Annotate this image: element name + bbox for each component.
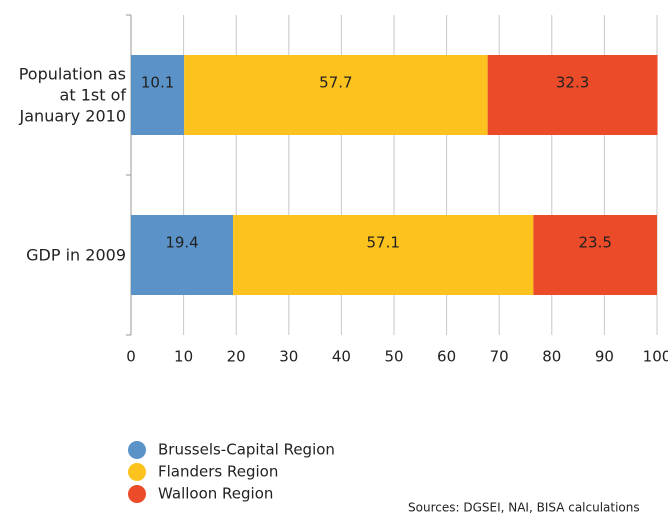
legend-label: Walloon Region [158, 485, 273, 503]
x-tick-label: 0 [126, 348, 136, 366]
category-label: GDP in 2009 [26, 245, 126, 265]
bar-segment [131, 55, 185, 135]
legend-swatch [128, 485, 146, 503]
data-label: 32.3 [556, 74, 589, 92]
legend-swatch [128, 463, 146, 481]
bar-segment [184, 55, 488, 135]
data-label: 23.5 [578, 234, 611, 252]
data-label: 10.1 [141, 74, 174, 92]
bar-segment [233, 215, 534, 295]
legend-swatch [128, 441, 146, 459]
x-tick-label: 50 [384, 348, 403, 366]
x-tick-label: 40 [332, 348, 351, 366]
x-tick-label: 100 [643, 348, 668, 366]
data-label: 57.1 [367, 234, 400, 252]
x-tick-label: 60 [437, 348, 456, 366]
data-label: 57.7 [319, 74, 352, 92]
data-label: 19.4 [165, 234, 198, 252]
x-tick-label: 30 [279, 348, 298, 366]
x-tick-label: 70 [490, 348, 509, 366]
bar-segment [533, 215, 657, 295]
category-label: Population as at 1st of January 2010 [18, 64, 126, 126]
legend-label: Flanders Region [158, 463, 278, 481]
x-tick-label: 90 [595, 348, 614, 366]
x-tick-label: 10 [174, 348, 193, 366]
x-tick-label: 20 [227, 348, 246, 366]
x-tick-label: 80 [542, 348, 561, 366]
source-note: Sources: DGSEI, NAI, BISA calculations [408, 501, 640, 514]
legend-label: Brussels-Capital Region [158, 441, 335, 459]
bar-segment [487, 55, 658, 135]
bar-segment [131, 215, 234, 295]
